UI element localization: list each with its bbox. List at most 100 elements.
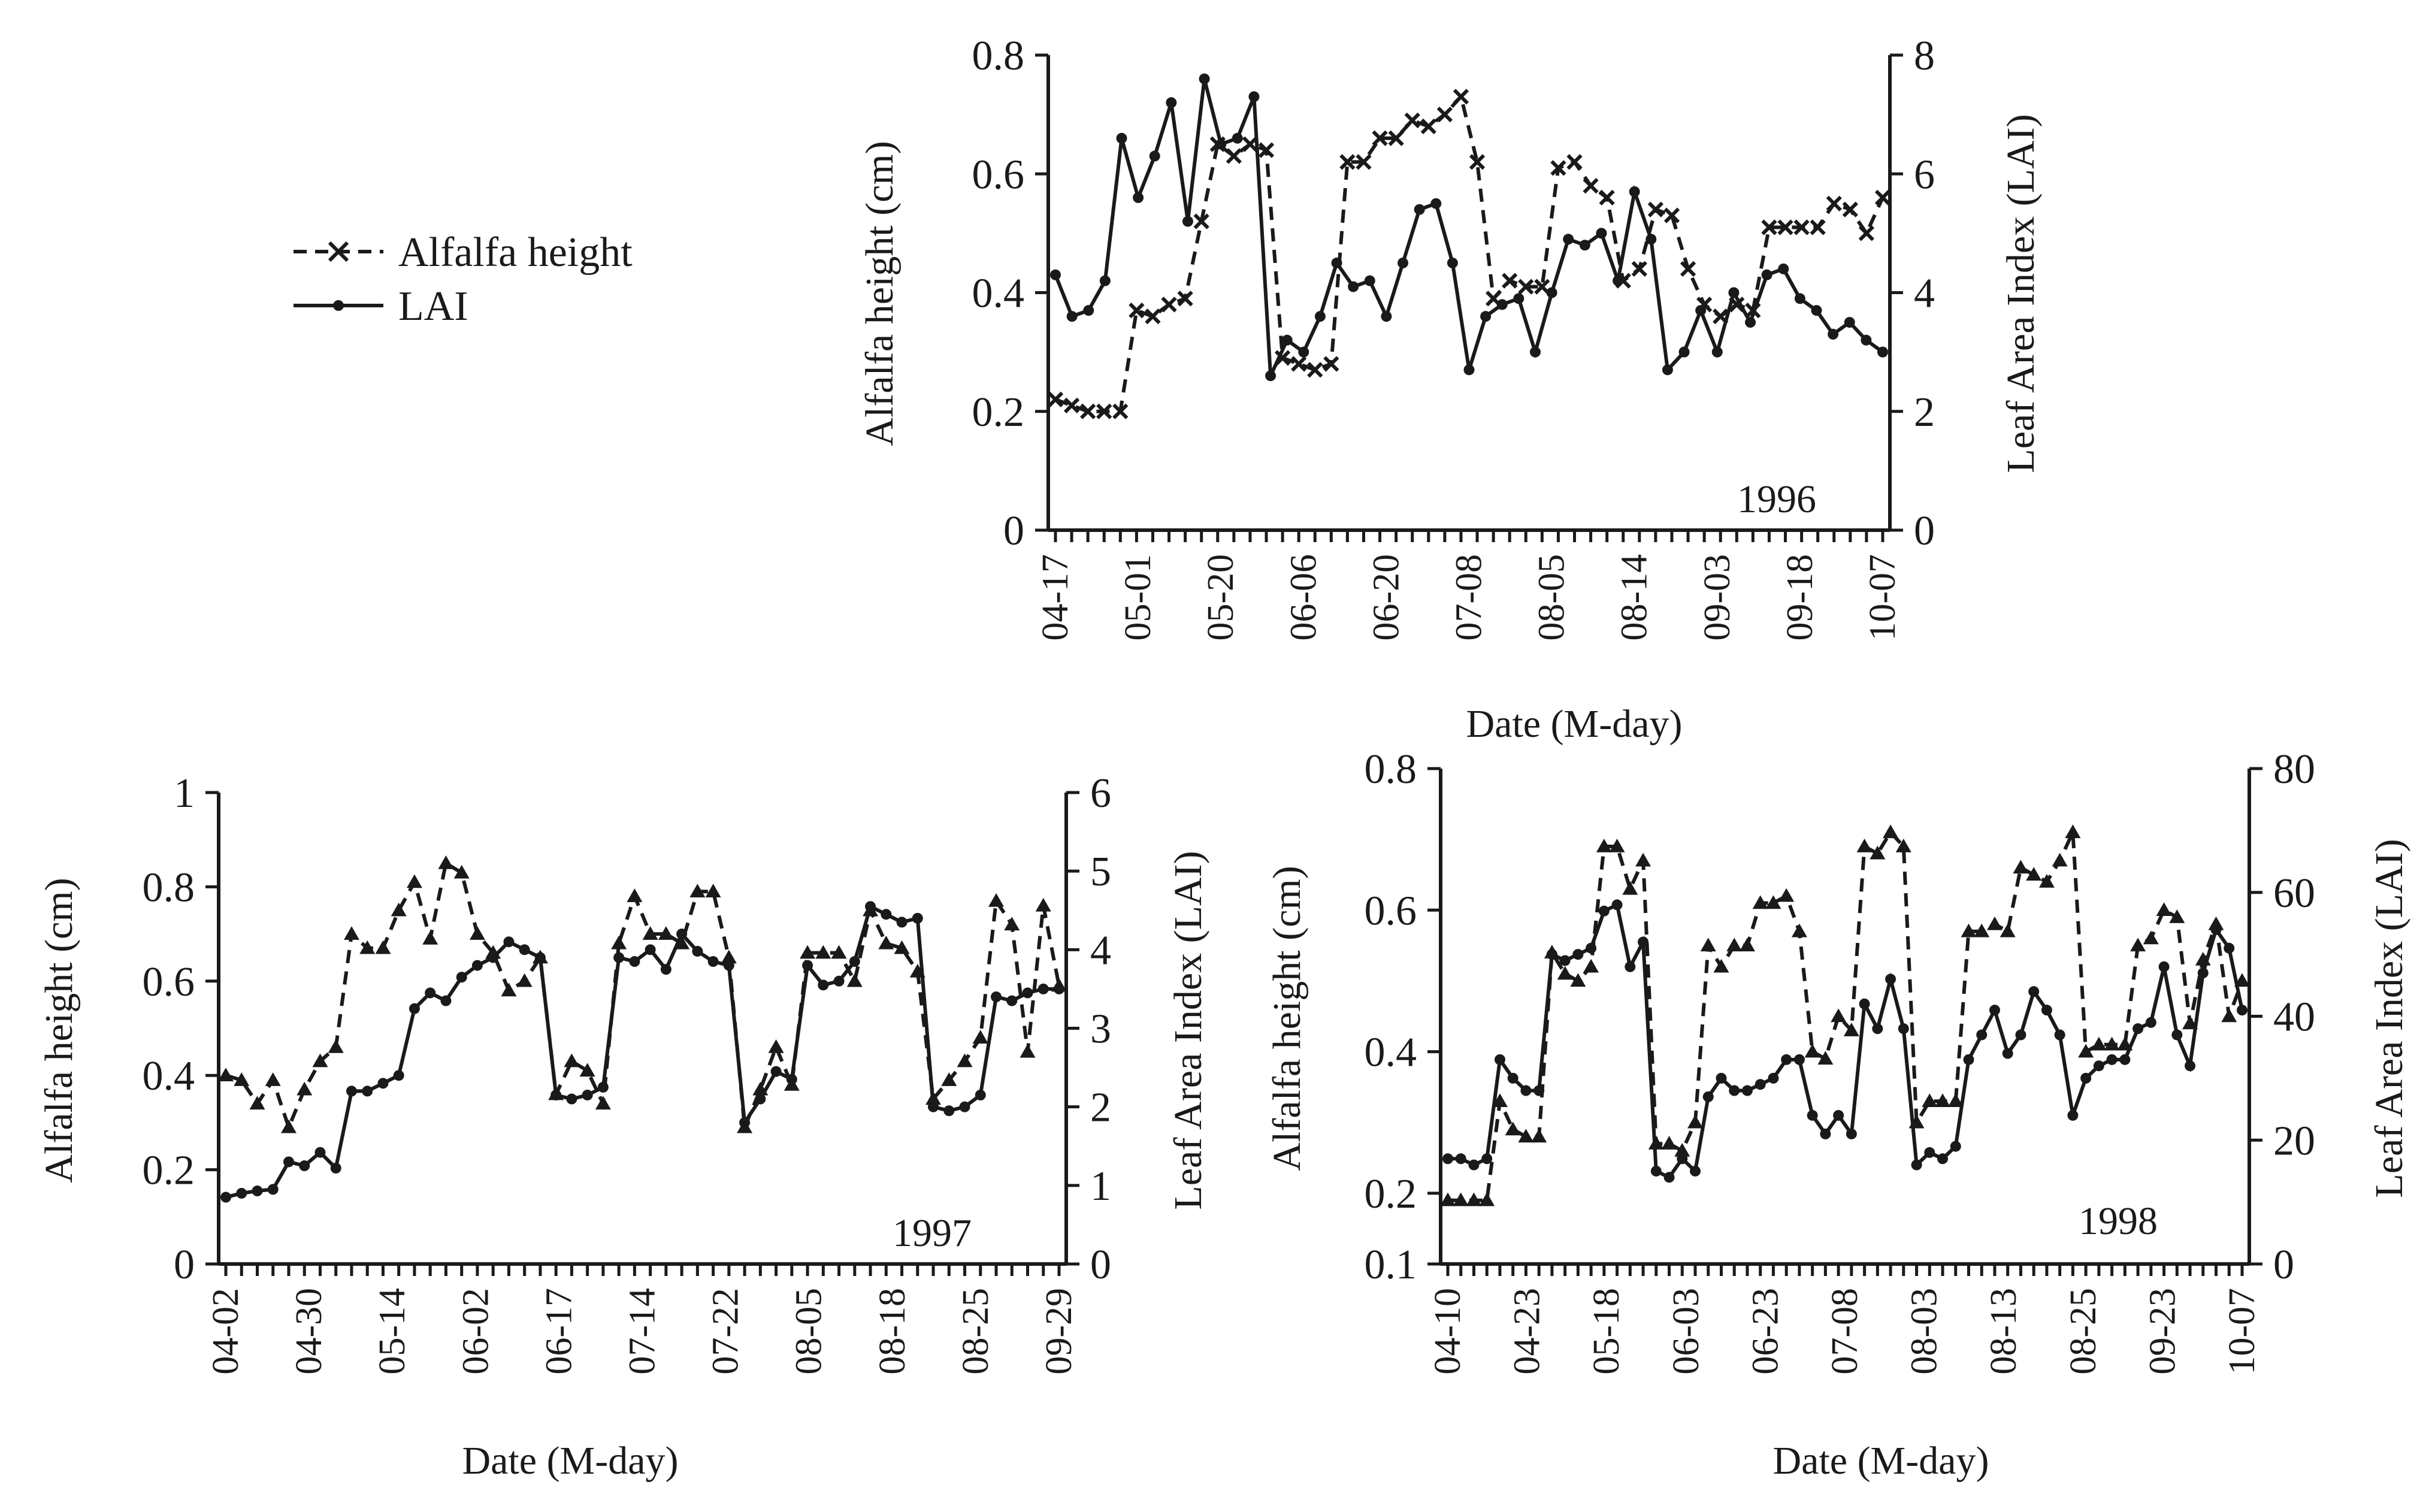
chart-1996-height-point bbox=[1453, 89, 1469, 105]
chart-1998-height-point bbox=[2065, 824, 2081, 839]
chart-1998-height-point bbox=[1531, 1129, 1547, 1143]
chart-1996-lai-point bbox=[1645, 234, 1657, 245]
chart-1997-lai-line bbox=[225, 903, 1059, 1199]
chart-1998-lai-point bbox=[1468, 1159, 1480, 1171]
chart-1998-lai-point bbox=[1781, 1054, 1792, 1065]
chart-1998-series bbox=[1440, 824, 2250, 1206]
chart-1997-ytick-left-label: 0.2 bbox=[143, 1148, 195, 1194]
chart-1996-lai-point bbox=[1314, 311, 1326, 322]
chart-1997-lai-point bbox=[881, 909, 892, 920]
chart-1997-lai-point bbox=[802, 960, 813, 971]
chart-1998-year-label: 1998 bbox=[2079, 1199, 2158, 1243]
chart-1997-lai-point bbox=[723, 960, 734, 971]
chart-1996-height-point bbox=[1226, 148, 1242, 164]
chart-1997-height-point bbox=[689, 884, 706, 898]
chart-1997-height-point bbox=[957, 1053, 973, 1068]
chart-1998-height-point bbox=[1817, 1051, 1834, 1065]
chart-1997-height-point bbox=[1004, 917, 1020, 931]
chart-1997-lai-point bbox=[896, 917, 908, 928]
chart-1998-lai-point bbox=[1677, 1153, 1688, 1165]
chart-1998-xlabel: Date (M-day) bbox=[1772, 1439, 1989, 1483]
chart-1998-lai-point bbox=[2028, 986, 2040, 997]
chart-1996-lai-point bbox=[1678, 346, 1690, 358]
chart-1997-lai-point bbox=[660, 964, 671, 975]
chart-1997-height-point bbox=[280, 1119, 297, 1133]
chart-1998-lai-point bbox=[1455, 1153, 1466, 1165]
chart-1996-lai-point bbox=[1182, 216, 1193, 227]
chart-1997-height-point bbox=[941, 1072, 957, 1086]
chart-1998-lai-point bbox=[1963, 1054, 1974, 1065]
chart-1996-lai-point bbox=[1463, 364, 1475, 376]
chart-1996-ytick-left-label: 0 bbox=[1003, 508, 1024, 554]
chart-1998-lai-point bbox=[1937, 1153, 1949, 1165]
chart-1997-height-point bbox=[658, 926, 674, 940]
chart-1997-lai-point bbox=[236, 1187, 247, 1199]
chart-1997-lai-point bbox=[346, 1085, 357, 1097]
chart-1996-year-label: 1996 bbox=[1737, 477, 1816, 521]
chart-1996-height-point bbox=[1631, 261, 1647, 277]
legend: Alfalfa height LAI bbox=[294, 229, 633, 329]
chart-1998-height-point bbox=[1687, 1114, 1704, 1129]
chart-1998-ylabel-right: Leaf Area Index (LAI) bbox=[2367, 839, 2411, 1197]
chart-1996-height-point bbox=[1826, 195, 1842, 211]
chart-1996-height-point bbox=[1177, 291, 1193, 307]
chart-1998-ytick-right-label: 20 bbox=[2273, 1118, 2315, 1164]
chart-1998-ytick-left-label: 0.8 bbox=[1365, 746, 1417, 793]
chart-1998-lai-point bbox=[2171, 1029, 2183, 1041]
chart-1998-lai-point bbox=[1911, 1159, 1922, 1171]
chart-1998-lai-point bbox=[2080, 1072, 2092, 1084]
legend-height-marker-icon-b bbox=[328, 241, 349, 262]
chart-1997-height-point bbox=[453, 864, 470, 879]
chart-1997-lai-point bbox=[550, 1089, 562, 1100]
chart-1996-lai-point bbox=[1430, 198, 1442, 209]
chart-1998-height-point bbox=[1961, 923, 1977, 938]
chart-1996-lai-point bbox=[1099, 275, 1111, 286]
chart-1997-lai-point bbox=[1006, 995, 1018, 1006]
chart-1998-lai-point bbox=[1650, 1165, 1662, 1177]
chart-1997-height-point bbox=[516, 973, 533, 987]
chart-1997-lai-point bbox=[739, 1117, 751, 1128]
chart-1998-height-point bbox=[2169, 909, 2185, 923]
chart-1998-lai-point bbox=[1872, 1023, 1883, 1035]
chart-1997-lai-point bbox=[425, 987, 436, 999]
chart-1998-lai-point bbox=[1559, 955, 1571, 966]
chart-1996-lai-point bbox=[1745, 317, 1756, 328]
chart-1997-lai-point bbox=[928, 1101, 939, 1112]
chart-1998-height-point bbox=[1986, 916, 2003, 930]
chart-1998-lai-point bbox=[1833, 1109, 1844, 1121]
chart-1996-xtick-label: 10-07 bbox=[1862, 554, 1903, 641]
chart-1997-xtick-label: 07-14 bbox=[622, 1288, 663, 1375]
chart-1996-xtick-label: 07-08 bbox=[1449, 554, 1490, 641]
chart-1998-height-point bbox=[1440, 1192, 1456, 1206]
chart-1997-height-point bbox=[265, 1072, 281, 1086]
chart-1996-lai-point bbox=[1513, 293, 1524, 304]
chart-1996-lai-point bbox=[1529, 346, 1541, 358]
chart-1996-ytick-right-label: 0 bbox=[1914, 508, 1935, 554]
legend-lai-label: LAI bbox=[398, 283, 468, 329]
chart-1996-height-point bbox=[1420, 118, 1436, 135]
chart-1998-height-point bbox=[1739, 938, 1755, 952]
chart-1996-height-point bbox=[1339, 154, 1356, 170]
chart-1996-lai-point bbox=[1761, 269, 1772, 280]
chart-1998-height-point bbox=[1570, 973, 1586, 987]
chart-1998-lai-point bbox=[2106, 1054, 2118, 1065]
chart-1998-height-point bbox=[1479, 1192, 1495, 1206]
chart-1996-lai-point bbox=[1613, 275, 1624, 286]
chart-1998-lai-point bbox=[1546, 949, 1557, 960]
chart-1996-lai-point bbox=[1050, 269, 1061, 280]
chart-1997-lai-point bbox=[597, 1081, 609, 1093]
chart-1998-lai-point bbox=[2210, 924, 2222, 935]
chart-1997-ytick-right-label: 4 bbox=[1090, 927, 1111, 973]
chart-1997-lai-point bbox=[912, 912, 923, 924]
chart-1998-xtick-label: 04-23 bbox=[1507, 1288, 1548, 1375]
chart-1998-height-point bbox=[2091, 1036, 2107, 1051]
chart-1996-height-point bbox=[1161, 297, 1177, 313]
chart-1996-lai-point bbox=[1133, 192, 1144, 203]
chart-1997-lai-point bbox=[975, 1089, 986, 1100]
chart-1998-height-point bbox=[1935, 1093, 1951, 1108]
chart-1996-ylabel-left: Alfalfa height (cm) bbox=[858, 141, 902, 446]
chart-1997-ytick-left-label: 0.6 bbox=[143, 959, 195, 1005]
chart-1996-height-point bbox=[1388, 130, 1404, 146]
chart-1998-height-point bbox=[1492, 1093, 1508, 1108]
chart-1996-xtick-label: 06-06 bbox=[1283, 554, 1324, 641]
